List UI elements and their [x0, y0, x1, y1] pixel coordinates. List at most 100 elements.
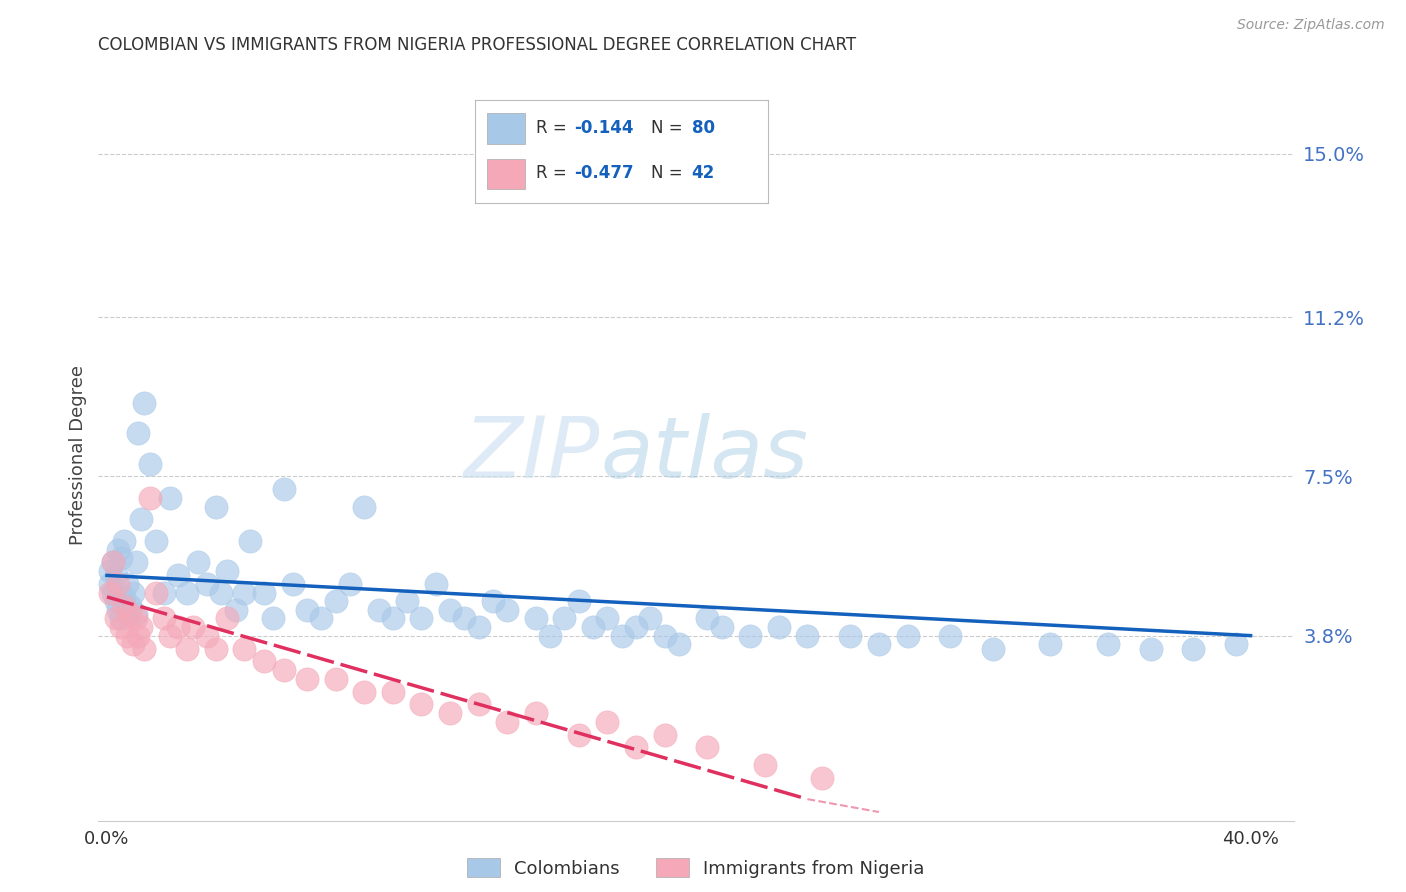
Point — [754, 757, 776, 772]
Point — [1097, 637, 1119, 651]
Point — [273, 663, 295, 677]
Point — [411, 698, 433, 712]
Point — [610, 629, 633, 643]
Point — [453, 611, 475, 625]
Point — [101, 585, 124, 599]
Point — [239, 533, 262, 548]
Point — [115, 607, 138, 621]
Point — [127, 426, 149, 441]
Point — [538, 629, 561, 643]
Point — [568, 594, 591, 608]
Point — [939, 629, 962, 643]
Point — [153, 585, 176, 599]
Legend: Colombians, Immigrants from Nigeria: Colombians, Immigrants from Nigeria — [460, 851, 932, 885]
Point — [176, 641, 198, 656]
Point — [496, 603, 519, 617]
Text: atlas: atlas — [600, 413, 808, 497]
Point — [796, 629, 818, 643]
Point — [104, 594, 127, 608]
Point — [524, 706, 547, 720]
Point — [295, 603, 318, 617]
Point — [262, 611, 284, 625]
Point — [325, 672, 347, 686]
Point — [107, 603, 129, 617]
Point — [233, 641, 256, 656]
Point — [654, 629, 676, 643]
Point — [101, 556, 124, 570]
Point — [353, 500, 375, 514]
Point — [295, 672, 318, 686]
Text: Source: ZipAtlas.com: Source: ZipAtlas.com — [1237, 18, 1385, 32]
Point — [696, 611, 718, 625]
Point — [127, 629, 149, 643]
Point — [167, 568, 190, 582]
Point — [411, 611, 433, 625]
Point — [110, 551, 132, 566]
Point — [253, 585, 276, 599]
Point — [139, 457, 162, 471]
Point — [124, 556, 146, 570]
Point — [121, 637, 143, 651]
Point — [98, 564, 121, 578]
Point — [134, 641, 156, 656]
Point — [482, 594, 505, 608]
Point — [167, 620, 190, 634]
Point — [568, 728, 591, 742]
Point — [159, 491, 181, 505]
Point — [253, 655, 276, 669]
Point — [467, 620, 489, 634]
Point — [896, 629, 918, 643]
Point — [624, 620, 647, 634]
Point — [381, 684, 404, 698]
Point — [281, 577, 304, 591]
Point — [668, 637, 690, 651]
Point — [131, 512, 153, 526]
Text: ZIP: ZIP — [464, 413, 600, 497]
Point — [110, 620, 132, 634]
Point — [233, 585, 256, 599]
Point — [273, 483, 295, 497]
Point — [868, 637, 890, 651]
Point — [112, 533, 135, 548]
Point — [1225, 637, 1247, 651]
Point — [131, 620, 153, 634]
Point — [101, 556, 124, 570]
Point — [311, 611, 333, 625]
Point — [159, 629, 181, 643]
Point — [107, 577, 129, 591]
Point — [204, 500, 226, 514]
Point — [217, 611, 239, 625]
Point — [112, 599, 135, 613]
Point — [353, 684, 375, 698]
Point — [124, 607, 146, 621]
Point — [638, 611, 661, 625]
Point — [204, 641, 226, 656]
Point — [115, 629, 138, 643]
Point — [467, 698, 489, 712]
Point — [187, 556, 209, 570]
Point — [110, 611, 132, 625]
Point — [118, 607, 141, 621]
Point — [104, 611, 127, 625]
Point — [596, 611, 619, 625]
Point — [225, 603, 247, 617]
Point — [339, 577, 361, 591]
Point — [425, 577, 447, 591]
Point — [325, 594, 347, 608]
Y-axis label: Professional Degree: Professional Degree — [69, 365, 87, 545]
Point — [740, 629, 762, 643]
Point — [217, 564, 239, 578]
Point — [839, 629, 862, 643]
Point — [553, 611, 575, 625]
Point — [118, 599, 141, 613]
Point — [1039, 637, 1062, 651]
Point — [195, 629, 218, 643]
Point — [381, 611, 404, 625]
Point — [654, 728, 676, 742]
Point — [176, 585, 198, 599]
Point — [439, 603, 461, 617]
Point — [396, 594, 419, 608]
Point — [115, 577, 138, 591]
Point — [810, 771, 832, 785]
Point — [107, 542, 129, 557]
